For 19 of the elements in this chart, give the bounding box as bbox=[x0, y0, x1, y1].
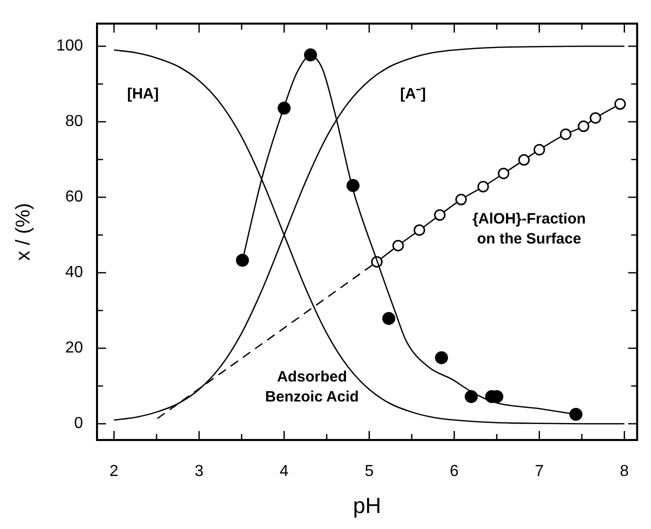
series-label: [A⁻] bbox=[400, 86, 426, 103]
annotation: Adsorbed Benzoic Acid bbox=[265, 368, 359, 406]
x-tick-label: 5 bbox=[364, 463, 374, 480]
x-tick-label: 2 bbox=[110, 463, 119, 480]
x-tick-label: 4 bbox=[280, 463, 289, 480]
y-tick-label: 0 bbox=[74, 415, 84, 432]
series-label: {AlOH}-Fraction on the Surface bbox=[472, 210, 586, 248]
x-axis-title: pH bbox=[353, 492, 382, 518]
y-tick-label: 60 bbox=[65, 188, 84, 206]
y-axis-title: x / (%) bbox=[12, 202, 35, 261]
series-label: [HA] bbox=[127, 86, 159, 103]
x-tick-label: 7 bbox=[534, 463, 544, 480]
y-tick-label: 20 bbox=[65, 340, 84, 357]
y-tick-label: 40 bbox=[65, 264, 84, 282]
y-tick-label: 80 bbox=[65, 113, 84, 130]
y-tick-label: 100 bbox=[56, 38, 84, 55]
x-tick-label: 8 bbox=[620, 463, 629, 480]
x-tick-label: 6 bbox=[450, 463, 459, 480]
x-tick-label: 3 bbox=[194, 463, 204, 480]
